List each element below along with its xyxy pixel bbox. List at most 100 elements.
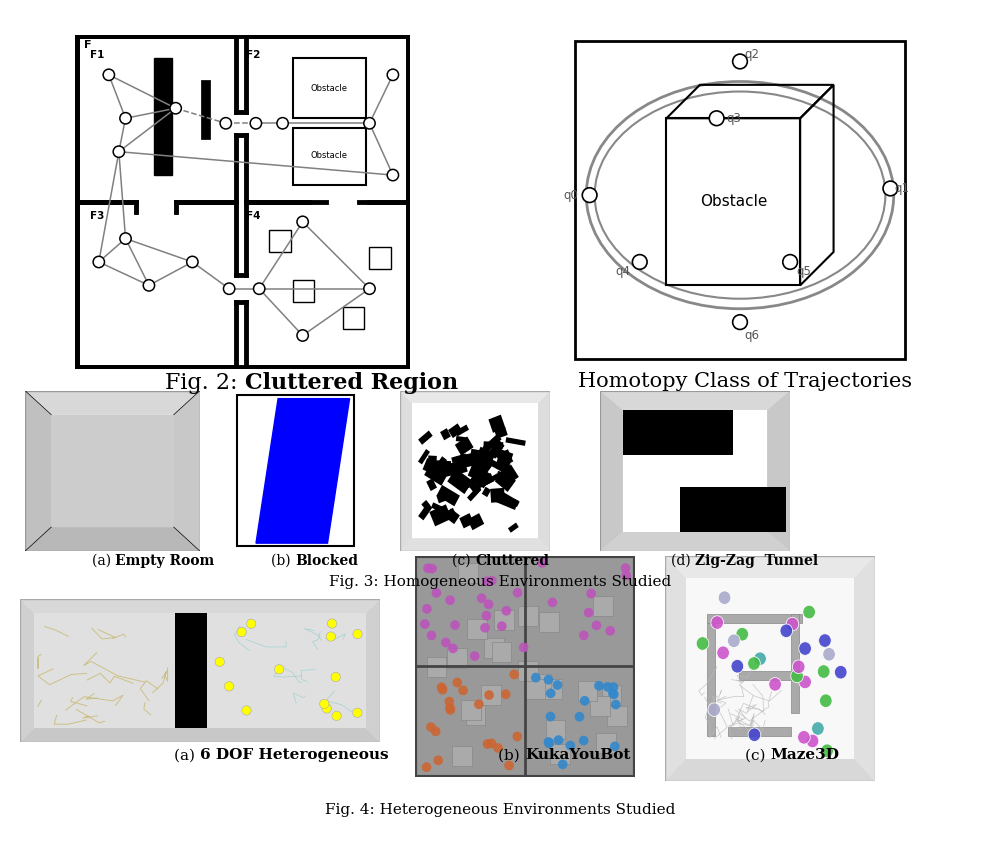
Bar	[482, 487, 491, 497]
Polygon shape	[600, 391, 790, 551]
Circle shape	[513, 588, 522, 597]
Circle shape	[452, 678, 462, 687]
Bar	[428, 456, 437, 470]
Bar	[466, 706, 485, 726]
Text: q4: q4	[616, 266, 631, 279]
Bar	[175, 613, 207, 727]
Circle shape	[696, 637, 709, 650]
Bar	[484, 638, 504, 658]
Text: Fig. 3: Homogeneous Environments Studied: Fig. 3: Homogeneous Environments Studied	[329, 575, 671, 589]
Bar	[470, 449, 480, 463]
Bar	[431, 503, 445, 513]
Circle shape	[215, 657, 224, 667]
Circle shape	[297, 330, 308, 341]
Polygon shape	[25, 391, 200, 415]
Circle shape	[610, 741, 620, 752]
Bar	[437, 457, 447, 468]
Circle shape	[582, 187, 597, 202]
Bar	[445, 509, 460, 524]
Bar	[34, 613, 366, 727]
Circle shape	[474, 700, 484, 709]
Bar	[462, 481, 473, 490]
Circle shape	[792, 660, 805, 674]
Circle shape	[493, 743, 503, 753]
Bar	[686, 578, 854, 759]
Circle shape	[483, 740, 492, 749]
Bar	[496, 450, 513, 467]
Bar	[483, 434, 502, 453]
Bar	[489, 444, 503, 459]
Bar	[474, 455, 493, 475]
Bar	[448, 459, 468, 477]
Bar	[369, 247, 391, 269]
Polygon shape	[400, 391, 412, 551]
Bar	[460, 454, 468, 462]
Bar	[470, 466, 492, 489]
Circle shape	[322, 704, 331, 713]
Text: (c): (c)	[452, 554, 475, 568]
Polygon shape	[256, 398, 350, 543]
Text: F2: F2	[246, 49, 260, 60]
Polygon shape	[20, 599, 34, 742]
Bar	[508, 523, 519, 533]
Bar	[490, 488, 505, 503]
Polygon shape	[400, 391, 550, 551]
Circle shape	[609, 682, 618, 692]
Polygon shape	[20, 727, 380, 742]
Polygon shape	[400, 538, 550, 551]
Polygon shape	[25, 391, 51, 551]
Bar	[496, 449, 513, 469]
Circle shape	[274, 665, 284, 674]
Text: Cluttered: Cluttered	[475, 554, 549, 568]
Bar	[623, 410, 767, 532]
Bar	[448, 424, 463, 438]
Circle shape	[584, 608, 593, 617]
Polygon shape	[538, 391, 550, 551]
Circle shape	[254, 283, 265, 294]
Circle shape	[353, 629, 362, 639]
Circle shape	[537, 558, 547, 568]
Bar	[452, 746, 472, 766]
Circle shape	[220, 117, 231, 129]
Circle shape	[780, 624, 793, 638]
Bar	[269, 230, 291, 252]
Circle shape	[575, 712, 584, 721]
Circle shape	[806, 734, 819, 747]
Bar	[490, 440, 505, 456]
Circle shape	[445, 703, 455, 713]
Bar	[791, 615, 799, 713]
Circle shape	[484, 690, 494, 700]
Bar	[680, 487, 786, 532]
Bar	[596, 733, 616, 753]
Text: q1: q1	[895, 182, 910, 195]
Circle shape	[445, 595, 455, 605]
Circle shape	[470, 651, 480, 661]
Circle shape	[487, 575, 497, 586]
Bar	[518, 661, 538, 681]
Polygon shape	[366, 599, 380, 742]
Circle shape	[709, 111, 724, 126]
Bar	[440, 428, 451, 440]
Polygon shape	[174, 391, 200, 551]
Bar	[418, 431, 433, 444]
Polygon shape	[25, 527, 200, 551]
Circle shape	[544, 739, 554, 748]
Bar	[426, 478, 437, 491]
Circle shape	[448, 643, 458, 654]
Circle shape	[387, 169, 399, 181]
Circle shape	[621, 571, 631, 581]
Circle shape	[820, 694, 832, 707]
Polygon shape	[20, 599, 380, 613]
Bar	[447, 469, 473, 494]
Bar	[466, 477, 481, 495]
Circle shape	[501, 689, 511, 699]
Bar	[481, 685, 501, 705]
Circle shape	[433, 755, 443, 766]
Circle shape	[512, 732, 522, 741]
Text: q0: q0	[564, 188, 579, 201]
Circle shape	[546, 712, 555, 721]
Circle shape	[799, 641, 811, 655]
Polygon shape	[665, 556, 875, 578]
Circle shape	[445, 705, 455, 714]
Circle shape	[823, 648, 835, 661]
